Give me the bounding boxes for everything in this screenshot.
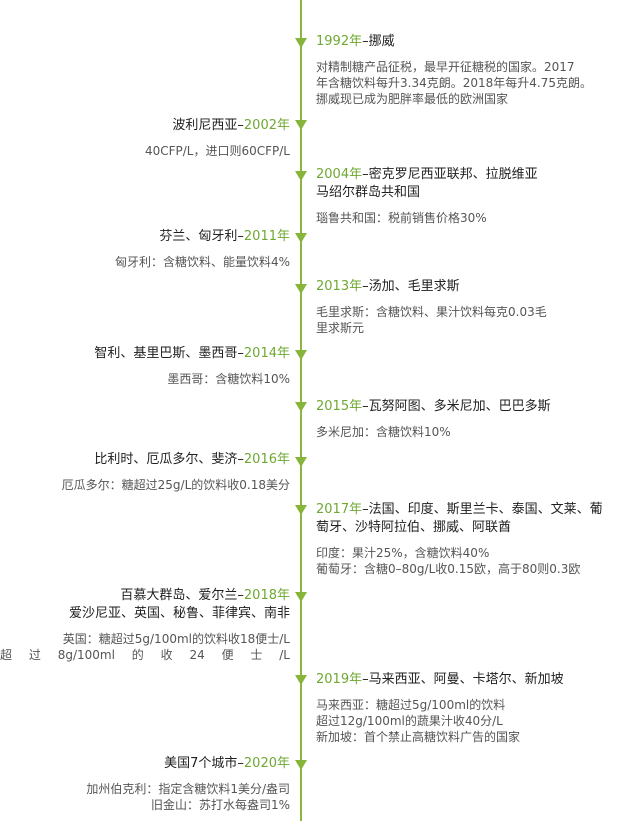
description-line: 英国：糖超过5g/100ml的饮料收18便士/L <box>62 632 290 646</box>
event-year: 2013年 <box>316 279 363 294</box>
event-description: 匈牙利：含糖饮料、能量饮料4% <box>0 254 290 270</box>
description-line: 多米尼加：含糖饮料10% <box>316 425 451 439</box>
event-2020-usa: 美国7个城市–2020年 加州伯克利：指定含糖饮料1美分/盎司 旧金山：苏打水每… <box>0 755 290 813</box>
event-countries: –密克罗尼西亚联邦、拉脱维亚 <box>362 167 538 182</box>
event-countries: –马来西亚、阿曼、卡塔尔、新加坡 <box>362 672 564 687</box>
description-line: 加州伯克利：指定含糖饮料1美分/盎司 <box>86 782 290 796</box>
event-countries: 美国7个城市– <box>164 756 244 771</box>
event-title: 2013年–汤加、毛里求斯 <box>316 278 636 296</box>
timeline-marker-2018 <box>295 592 307 602</box>
event-1992-norway: 1992年–挪威 对精制糖产品征税，最早开征糖税的国家。2017 年含糖饮料每升… <box>316 33 636 107</box>
event-year: 2019年 <box>316 672 363 687</box>
timeline-marker-1992 <box>295 38 307 48</box>
description-line: 旧金山：苏打水每盎司1% <box>150 798 290 812</box>
timeline-marker-2011 <box>295 233 307 243</box>
event-countries: –法国、印度、斯里兰卡、泰国、文莱、葡 <box>362 502 603 517</box>
event-2013-tonga: 2013年–汤加、毛里求斯 毛里求斯：含糖饮料、果汁饮料每克0.03毛 里求斯元 <box>316 278 636 336</box>
event-countries: 芬兰、匈牙利– <box>159 229 244 244</box>
description-line: 墨西哥：含糖饮料10% <box>167 372 290 386</box>
event-countries: 百慕大群岛、爱尔兰– <box>120 588 244 603</box>
event-year: 2017年 <box>316 502 363 517</box>
description-line: 新加坡：首个禁止高糖饮料广告的国家 <box>316 730 521 744</box>
event-countries: –挪威 <box>362 34 395 49</box>
event-title: 百慕大群岛、爱尔兰–2018年 爱沙尼亚、英国、秘鲁、菲律宾、南非 <box>0 587 290 623</box>
event-countries: 萄牙、沙特阿拉伯、挪威、阿联酋 <box>316 520 512 535</box>
timeline-marker-2016 <box>295 457 307 467</box>
event-title: 2019年–马来西亚、阿曼、卡塔尔、新加坡 <box>316 671 636 689</box>
timeline-marker-2020 <box>295 760 307 770</box>
event-description: 多米尼加：含糖饮料10% <box>316 424 636 440</box>
description-line: 匈牙利：含糖饮料、能量饮料4% <box>114 255 290 269</box>
event-year: 2015年 <box>316 399 363 414</box>
timeline-marker-2002 <box>295 120 307 130</box>
event-description: 印度：果汁25%，含糖饮料40% 葡萄牙：含糖0–80g/L收0.15欧，高于8… <box>316 545 636 577</box>
event-description: 瑙鲁共和国：税前销售价格30% <box>316 210 636 226</box>
event-description: 毛里求斯：含糖饮料、果汁饮料每克0.03毛 里求斯元 <box>316 304 636 336</box>
event-title: 2015年–瓦努阿图、多米尼加、巴巴多斯 <box>316 398 636 416</box>
event-2002-polynesia: 波利尼西亚–2002年 40CFP/L，进口则60CFP/L <box>0 117 290 159</box>
event-countries: 智利、基里巴斯、墨西哥– <box>94 346 244 361</box>
timeline-marker-2004 <box>295 171 307 181</box>
event-year: 2002年 <box>243 118 290 133</box>
description-line: 超过8g/100ml的收24便士/L <box>0 648 290 662</box>
event-2016-belgium: 比利时、厄瓜多尔、斐济–2016年 厄瓜多尔：糖超过25g/L的饮料收0.18美… <box>0 451 290 493</box>
event-countries: –汤加、毛里求斯 <box>362 279 460 294</box>
description-line: 40CFP/L，进口则60CFP/L <box>144 144 290 158</box>
description-line: 印度：果汁25%，含糖饮料40% <box>316 546 490 560</box>
event-description: 墨西哥：含糖饮料10% <box>0 371 290 387</box>
event-title: 芬兰、匈牙利–2011年 <box>0 228 290 246</box>
description-line: 超过12g/100ml的蔬果汁收40分/L <box>316 714 503 728</box>
description-line: 葡萄牙：含糖0–80g/L收0.15欧，高于80则0.3欧 <box>316 562 581 576</box>
event-countries: 比利时、厄瓜多尔、斐济– <box>94 452 244 467</box>
event-2015-vanuatu: 2015年–瓦努阿图、多米尼加、巴巴多斯 多米尼加：含糖饮料10% <box>316 398 636 440</box>
event-description: 英国：糖超过5g/100ml的饮料收18便士/L 超过8g/100ml的收24便… <box>0 631 290 663</box>
description-line: 瑙鲁共和国：税前销售价格30% <box>316 211 487 225</box>
timeline-marker-2014 <box>295 350 307 360</box>
description-line: 马来西亚：糖超过5g/100ml的饮料 <box>316 698 506 712</box>
event-2011-finland-hungary: 芬兰、匈牙利–2011年 匈牙利：含糖饮料、能量饮料4% <box>0 228 290 270</box>
event-2017-france: 2017年–法国、印度、斯里兰卡、泰国、文莱、葡 萄牙、沙特阿拉伯、挪威、阿联酋… <box>316 501 636 577</box>
event-title: 2017年–法国、印度、斯里兰卡、泰国、文莱、葡 萄牙、沙特阿拉伯、挪威、阿联酋 <box>316 501 636 537</box>
timeline-marker-2013 <box>295 284 307 294</box>
event-year: 2016年 <box>243 452 290 467</box>
event-countries: 波利尼西亚– <box>172 118 244 133</box>
description-line: 厄瓜多尔：糖超过25g/L的饮料收0.18美分 <box>61 478 290 492</box>
event-year: 2018年 <box>243 588 290 603</box>
description-line: 毛里求斯：含糖饮料、果汁饮料每克0.03毛 <box>316 305 547 319</box>
event-title: 1992年–挪威 <box>316 33 636 51</box>
event-title: 2004年–密克罗尼西亚联邦、拉脱维亚 马绍尔群岛共和国 <box>316 166 636 202</box>
description-line: 对精制糖产品征税，最早开征糖税的国家。2017 <box>316 60 575 74</box>
event-year: 2020年 <box>243 756 290 771</box>
event-2019-malaysia: 2019年–马来西亚、阿曼、卡塔尔、新加坡 马来西亚：糖超过5g/100ml的饮… <box>316 671 636 745</box>
event-description: 对精制糖产品征税，最早开征糖税的国家。2017 年含糖饮料每升3.34克朗。20… <box>316 59 636 107</box>
event-description: 马来西亚：糖超过5g/100ml的饮料 超过12g/100ml的蔬果汁收40分/… <box>316 697 636 745</box>
event-title: 比利时、厄瓜多尔、斐济–2016年 <box>0 451 290 469</box>
timeline-marker-2015 <box>295 402 307 412</box>
event-title: 美国7个城市–2020年 <box>0 755 290 773</box>
description-line: 年含糖饮料每升3.34克朗。2018年每升4.75克朗。 <box>316 76 592 90</box>
event-description: 40CFP/L，进口则60CFP/L <box>0 143 290 159</box>
timeline-marker-2019 <box>295 675 307 685</box>
event-countries: 爱沙尼亚、英国、秘鲁、菲律宾、南非 <box>68 606 290 621</box>
event-2014-chile: 智利、基里巴斯、墨西哥–2014年 墨西哥：含糖饮料10% <box>0 345 290 387</box>
event-year: 2011年 <box>243 229 290 244</box>
event-countries: 马绍尔群岛共和国 <box>316 185 421 200</box>
event-title: 波利尼西亚–2002年 <box>0 117 290 135</box>
event-year: 1992年 <box>316 34 363 49</box>
event-title: 智利、基里巴斯、墨西哥–2014年 <box>0 345 290 363</box>
timeline-marker-2017 <box>295 505 307 515</box>
event-2018-bermuda: 百慕大群岛、爱尔兰–2018年 爱沙尼亚、英国、秘鲁、菲律宾、南非 英国：糖超过… <box>0 587 290 663</box>
event-2004-micronesia: 2004年–密克罗尼西亚联邦、拉脱维亚 马绍尔群岛共和国 瑙鲁共和国：税前销售价… <box>316 166 636 226</box>
description-line: 挪威现已成为肥胖率最低的欧洲国家 <box>316 92 509 106</box>
event-year: 2014年 <box>243 346 290 361</box>
event-description: 厄瓜多尔：糖超过25g/L的饮料收0.18美分 <box>0 477 290 493</box>
event-countries: –瓦努阿图、多米尼加、巴巴多斯 <box>362 399 551 414</box>
description-line: 里求斯元 <box>316 321 365 335</box>
event-year: 2004年 <box>316 167 363 182</box>
event-description: 加州伯克利：指定含糖饮料1美分/盎司 旧金山：苏打水每盎司1% <box>0 781 290 813</box>
